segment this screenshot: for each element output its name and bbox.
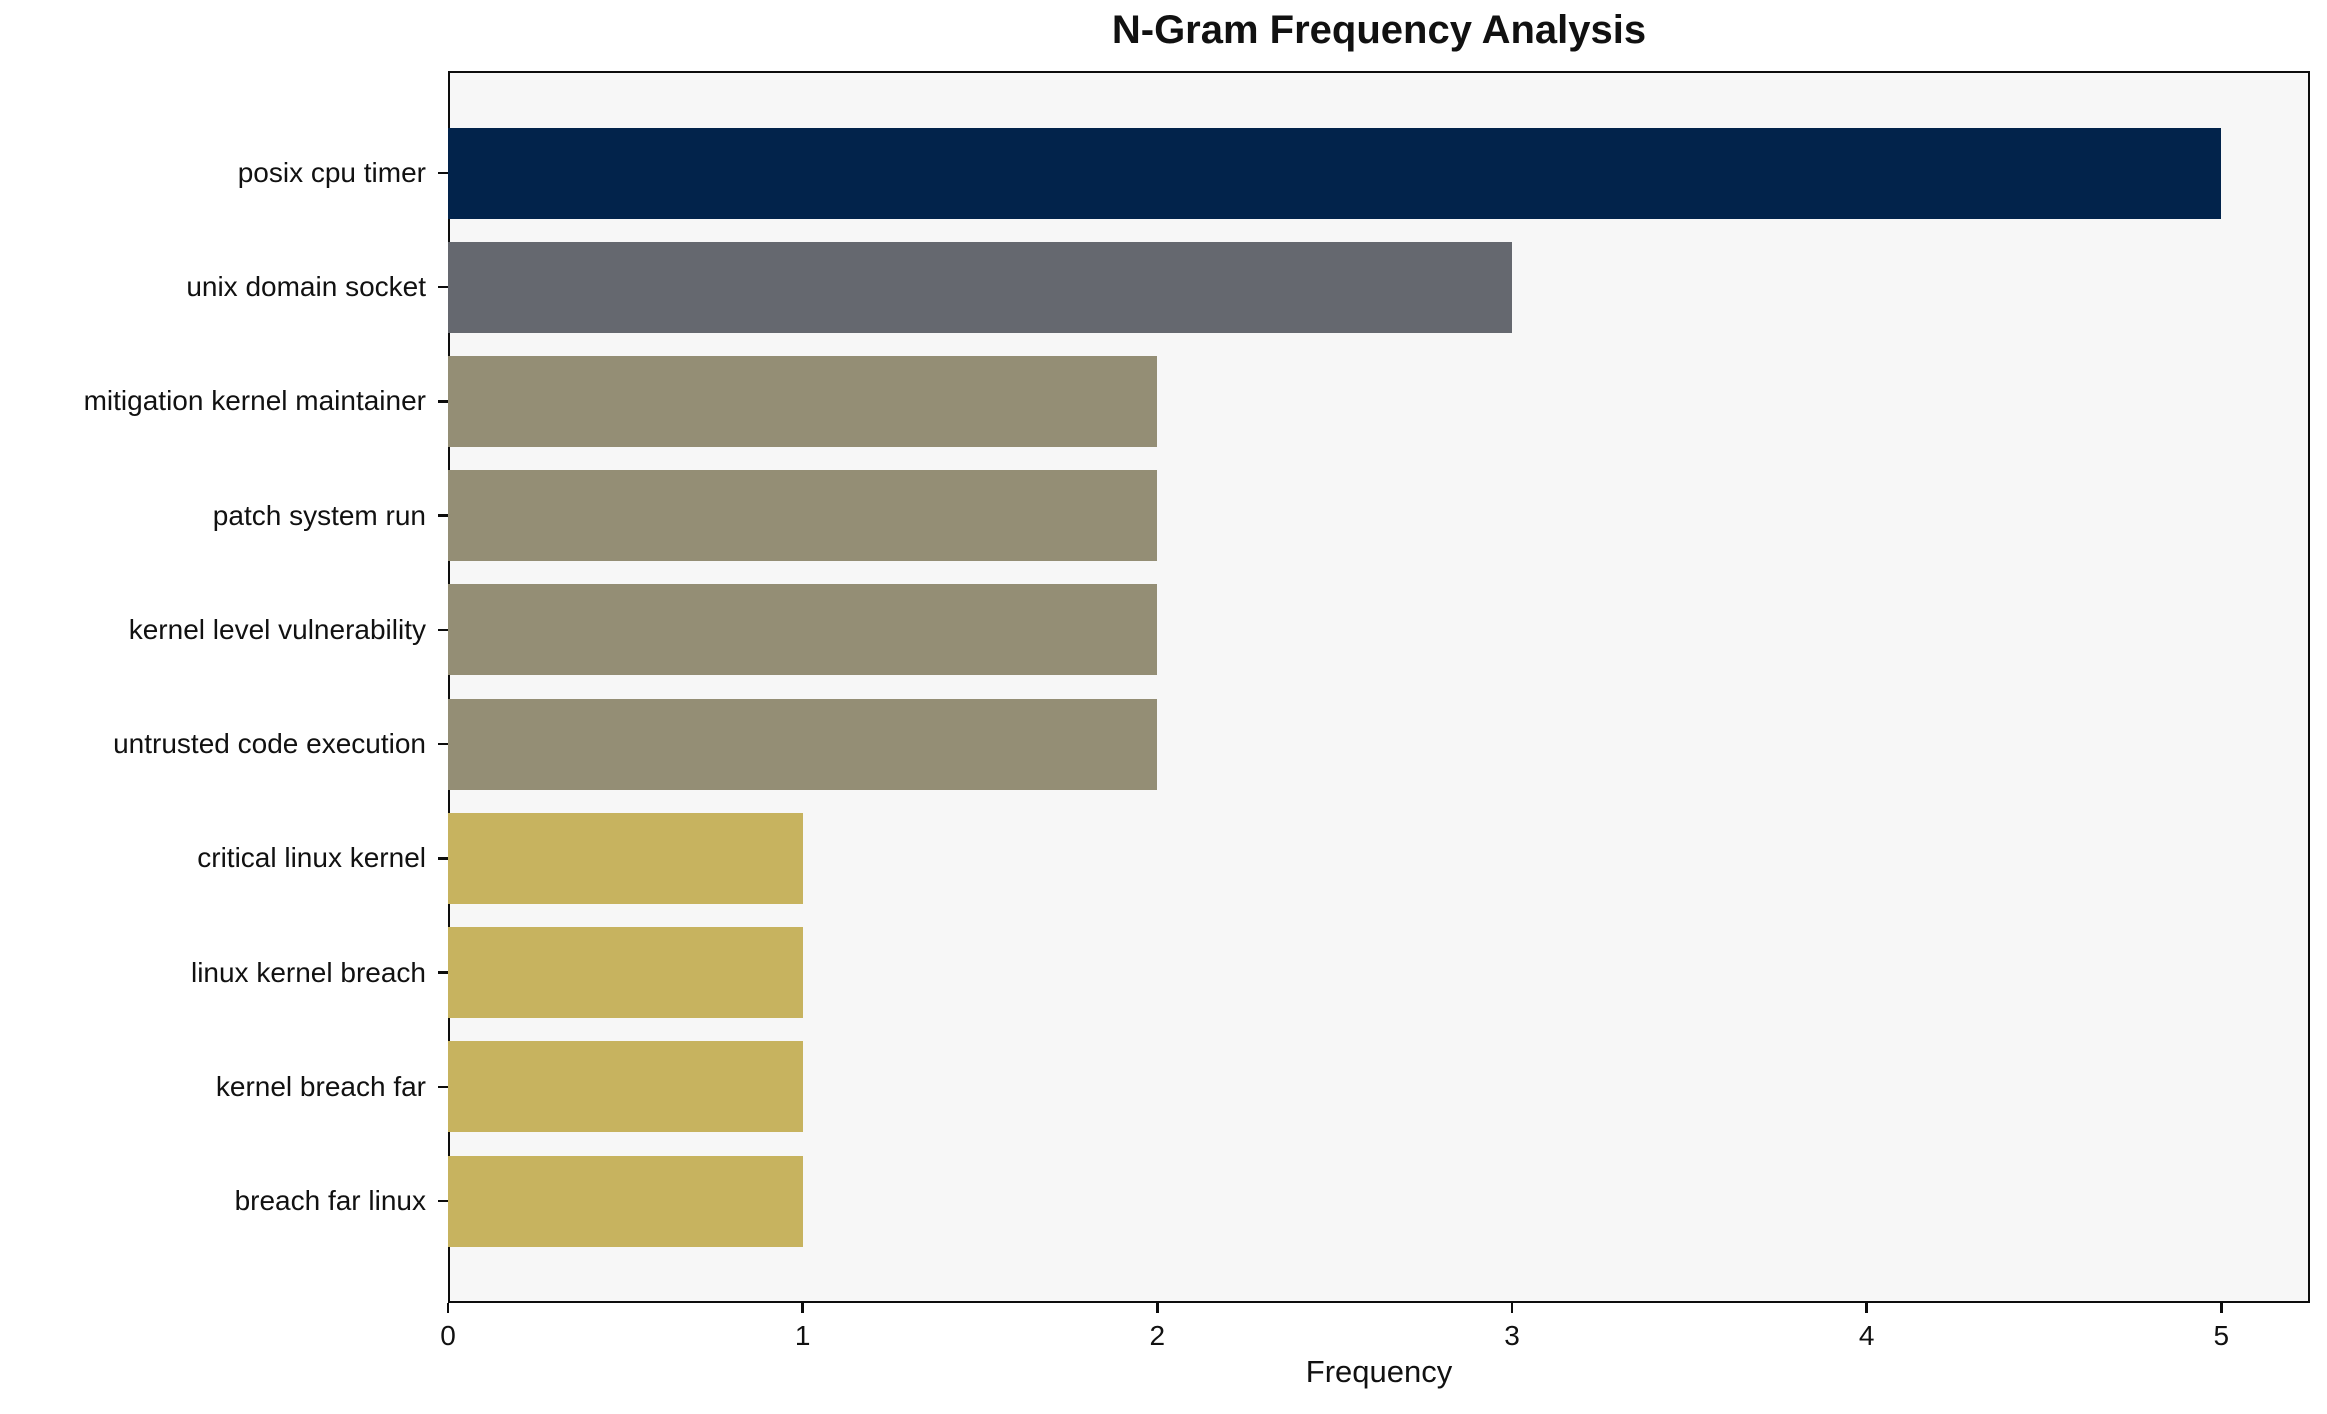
y-tick-label: unix domain socket [186,271,426,303]
y-tick-label: posix cpu timer [237,157,426,188]
plot-area [448,71,2310,1303]
y-tick-label: kernel level vulnerability [128,613,426,645]
y-tick-label: kernel breach far [215,1070,426,1102]
y-tick-mark [438,1085,448,1089]
y-tick-mark [438,1199,448,1203]
chart-title: N-Gram Frequency Analysis [1111,8,1647,52]
x-tick-mark [1156,1303,1159,1313]
x-axis-label: Frequency [1305,1354,1453,1389]
x-tick-mark [2220,1303,2223,1313]
x-tick-label: 0 [440,1320,456,1351]
y-tick-mark [438,628,448,632]
x-tick-mark [1510,1303,1514,1313]
y-tick-label: mitigation kernel maintainer [83,385,426,417]
y-tick-mark [438,742,448,746]
y-tick-mark [438,171,448,175]
y-tick-label: breach far linux [234,1185,426,1216]
x-tick-label: 2 [1149,1320,1166,1351]
y-tick-mark [438,400,448,403]
y-tick-mark [438,514,448,517]
x-tick-label: 1 [794,1320,811,1351]
y-tick-label: critical linux kernel [197,842,426,874]
x-tick-mark [1865,1303,1868,1313]
y-tick-label: patch system run [212,499,426,531]
y-tick-label: untrusted code execution [113,728,426,760]
x-tick-label: 3 [1504,1320,1520,1351]
y-tick-mark [438,971,448,974]
y-tick-label: linux kernel breach [190,956,426,988]
x-tick-mark [446,1303,450,1313]
x-tick-label: 4 [1858,1320,1875,1351]
y-tick-mark [438,857,448,860]
x-tick-mark [801,1303,804,1313]
x-tick-label: 5 [2213,1320,2230,1351]
y-tick-mark [438,285,448,289]
